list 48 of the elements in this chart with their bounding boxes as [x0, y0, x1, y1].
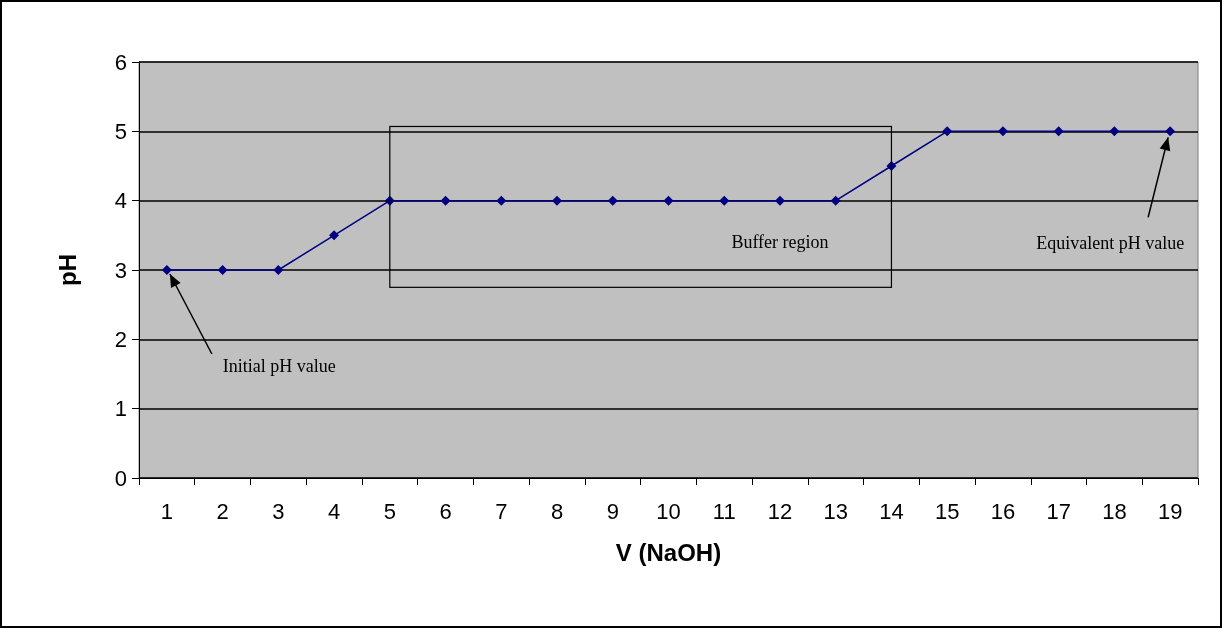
y-tick-label: 2	[114, 326, 127, 352]
annotation: Equivalent pH value	[1036, 233, 1185, 254]
point	[217, 265, 228, 275]
x-tick-label: 3	[272, 498, 285, 524]
annotation: Buffer region	[731, 232, 829, 253]
point	[719, 195, 730, 206]
x-tick-label: 14	[879, 498, 904, 524]
point	[1109, 126, 1120, 137]
annotation: Initial pH value	[222, 356, 336, 376]
point	[329, 230, 340, 241]
point	[552, 195, 563, 206]
point	[440, 195, 451, 206]
x-tick-label: 12	[767, 498, 793, 524]
y-tick-label: 1	[114, 396, 127, 422]
point	[1165, 126, 1176, 137]
y-tick-label: 5	[114, 118, 127, 144]
x-tick-label: 1	[160, 498, 173, 524]
x-tick-label: 6	[439, 498, 452, 524]
x-tick-label: 11	[712, 498, 736, 524]
y-tick-label: 3	[114, 257, 127, 283]
point	[663, 195, 674, 206]
y-tick-label: 4	[114, 188, 127, 214]
point	[997, 126, 1008, 137]
x-tick-label: 9	[606, 498, 619, 524]
x-tick-label: 16	[990, 498, 1016, 524]
x-tick-label: 13	[823, 498, 848, 524]
point	[830, 195, 841, 206]
y-axis-title: pH	[53, 254, 81, 286]
x-tick-label: 17	[1046, 498, 1071, 524]
x-tick-label: 7	[495, 498, 508, 524]
point	[1053, 126, 1064, 137]
y-tick-label: 6	[114, 49, 127, 75]
x-tick-label: 4	[327, 498, 341, 524]
x-tick-label: 8	[550, 498, 564, 524]
point	[161, 265, 172, 275]
point	[942, 126, 953, 137]
x-tick-label: 5	[383, 498, 396, 524]
x-tick-label: 19	[1157, 498, 1183, 524]
point	[774, 195, 785, 206]
x-tick-label: 2	[216, 498, 229, 524]
point	[496, 195, 507, 206]
point	[607, 195, 618, 206]
x-tick-label: 10	[656, 498, 681, 524]
y-tick-label: 0	[114, 465, 127, 491]
point	[273, 265, 284, 275]
x-tick-label: 15	[934, 498, 960, 524]
x-axis-title: V (NaOH)	[615, 538, 722, 566]
x-tick-label: 18	[1102, 498, 1127, 524]
